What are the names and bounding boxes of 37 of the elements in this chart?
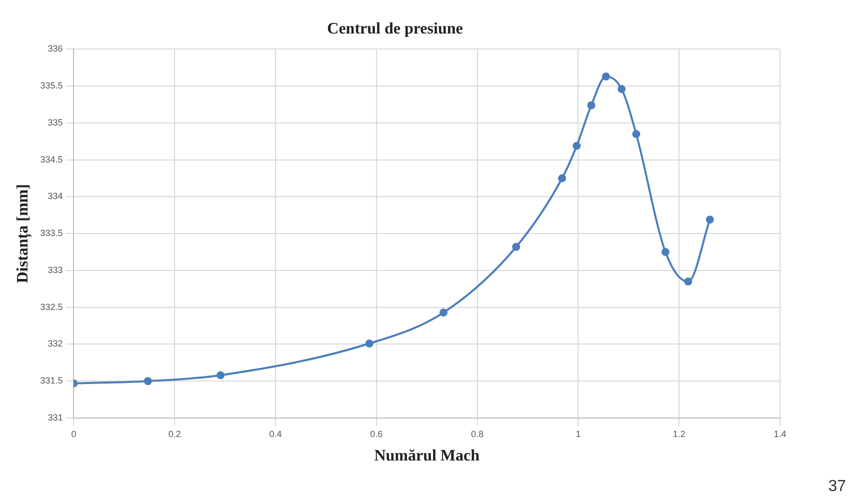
text: 37 xyxy=(828,478,846,496)
point xyxy=(587,101,596,110)
x-tick-label: 0.4 xyxy=(269,428,282,439)
chart-title: Centrul de presiune xyxy=(327,20,463,38)
x-axis-title: Numărul Mach xyxy=(374,448,480,465)
x-tick-label: 1.4 xyxy=(774,428,786,439)
point xyxy=(144,377,152,386)
point xyxy=(684,278,692,286)
point xyxy=(602,72,610,80)
point xyxy=(216,371,225,380)
y-tick-label: 331.5 xyxy=(40,376,63,386)
point xyxy=(512,242,520,251)
y-tick-label: 331 xyxy=(48,412,63,422)
x-tick-label: 1.2 xyxy=(672,428,686,439)
x-tick-label: 0.8 xyxy=(471,428,484,439)
y-tick-label: 333 xyxy=(48,264,63,275)
x-tick-label: 0 xyxy=(71,428,76,439)
point xyxy=(661,248,670,256)
y-tick-label: 336 xyxy=(48,44,63,54)
x-tick-label: 0.6 xyxy=(370,428,383,439)
y-tick-label: 334.5 xyxy=(40,154,63,164)
point xyxy=(365,340,374,348)
point xyxy=(440,308,448,317)
y-axis-title: Distanța [mm] xyxy=(14,184,33,284)
point xyxy=(558,174,566,182)
y-tick-label: 335 xyxy=(48,117,63,128)
x-tick-label: 1 xyxy=(576,428,581,439)
y-tick-label: 332 xyxy=(48,338,63,349)
point xyxy=(618,85,626,94)
y-tick-label: 332.5 xyxy=(40,302,63,312)
point xyxy=(706,216,714,224)
y-tick-label: 334 xyxy=(48,191,63,202)
y-tick-label: 335.5 xyxy=(40,80,63,91)
x-tick-label: 0.2 xyxy=(168,428,181,439)
y-tick-label: 333.5 xyxy=(40,228,63,238)
point xyxy=(632,130,640,138)
point xyxy=(572,142,581,150)
